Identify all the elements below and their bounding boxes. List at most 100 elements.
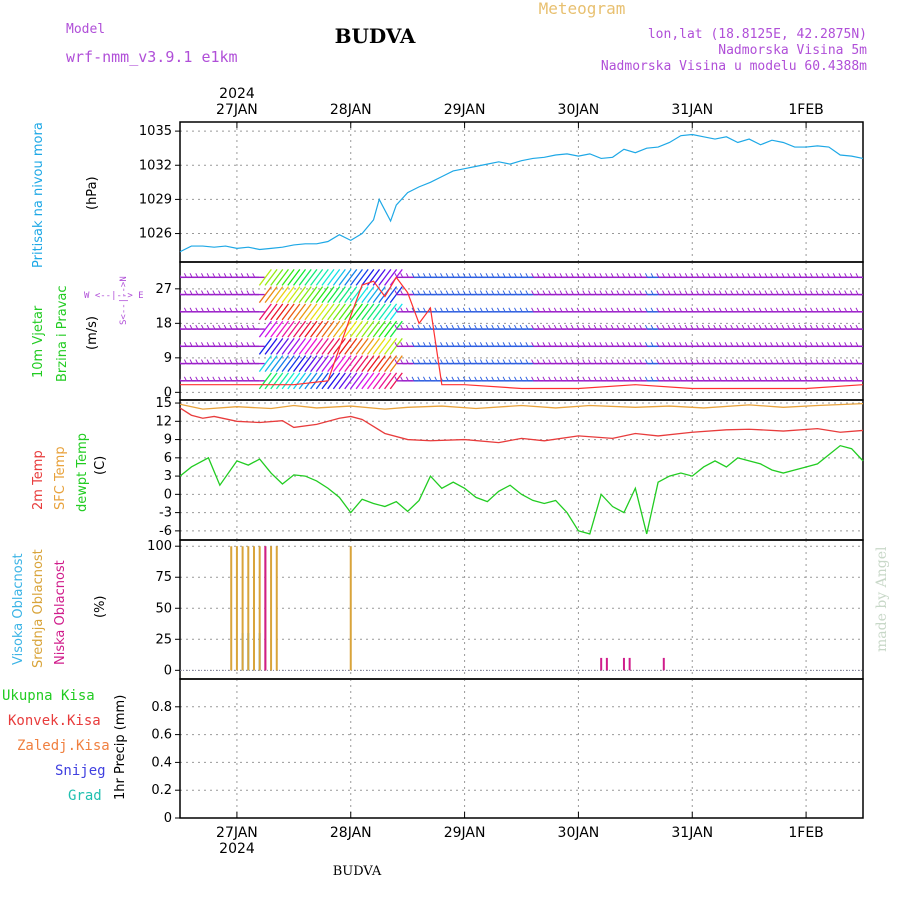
- wind-barb: [212, 342, 216, 347]
- wind-barb: [434, 290, 438, 295]
- wind-barb: [201, 376, 204, 382]
- wind-barb: [235, 307, 239, 313]
- wind-barb: [713, 359, 717, 364]
- wind-barb: [240, 342, 244, 347]
- wind-barb: [610, 307, 614, 313]
- wind-barb: [180, 292, 182, 295]
- wind-barb: [445, 342, 449, 347]
- bottom-title: BUDVA: [333, 864, 382, 879]
- wind-barb: [310, 355, 324, 372]
- wind-barb: [610, 273, 614, 278]
- wind-barb: [422, 359, 426, 364]
- wind-barb: [696, 273, 700, 278]
- wind-barb: [451, 359, 455, 364]
- wind-barb: [321, 286, 335, 303]
- wind-barb: [235, 324, 239, 330]
- wind-barb: [662, 359, 665, 364]
- wind-barb: [389, 372, 403, 390]
- wind-barb: [361, 320, 375, 338]
- wind-barb: [815, 290, 819, 295]
- wind-barb: [246, 342, 250, 347]
- wind-barb: [542, 273, 546, 278]
- wind-barb: [508, 342, 512, 347]
- wind-barb: [440, 307, 443, 313]
- wind-barb: [536, 359, 540, 364]
- wind-barb: [405, 324, 409, 330]
- elevation-label: Nadmorska Visina 5m: [718, 43, 867, 58]
- wind-barb: [514, 342, 517, 347]
- wind-barb: [332, 355, 346, 372]
- wind-barb: [718, 376, 722, 382]
- wind-barb: [696, 307, 700, 313]
- wind-gust-line: [180, 276, 864, 390]
- x-tick-label-top: 30JAN: [558, 102, 600, 118]
- wind-barb: [713, 273, 717, 278]
- wind-barb: [173, 342, 175, 346]
- wind-barb: [298, 372, 312, 390]
- wind-barb: [275, 268, 289, 286]
- wind-barb: [747, 290, 751, 295]
- wind-barb: [656, 290, 660, 295]
- wind-barb: [690, 324, 694, 330]
- wind-barb: [548, 342, 552, 347]
- wind-barb: [838, 290, 842, 295]
- wind-barb: [565, 324, 569, 330]
- wind-barb: [218, 290, 221, 295]
- y-tick-label: 6: [164, 451, 172, 466]
- wind-barb: [570, 324, 574, 330]
- wind-barb: [650, 359, 654, 364]
- wind-barb: [588, 359, 591, 364]
- wind-barb: [798, 324, 802, 330]
- wind-barb: [229, 342, 233, 347]
- wind-barb: [679, 342, 683, 347]
- wind-barb: [536, 376, 540, 382]
- wind-barb: [525, 359, 529, 364]
- wind-barb: [183, 376, 187, 382]
- wind-barb: [240, 376, 244, 382]
- wind-barb: [821, 342, 825, 347]
- wind-barb: [372, 337, 386, 355]
- wind-barb: [389, 355, 403, 372]
- wind-barb: [485, 307, 489, 313]
- wind-barb: [298, 320, 312, 338]
- wind-barb: [514, 324, 517, 330]
- wind-barb: [229, 273, 233, 278]
- wind-barb: [633, 342, 637, 347]
- wind-barb: [525, 342, 529, 347]
- wind-barb: [183, 290, 187, 295]
- wind-barb: [644, 307, 648, 313]
- wind-barb: [304, 320, 318, 338]
- wind-barb: [787, 273, 791, 278]
- wind-barb: [508, 290, 512, 295]
- wind-barb: [827, 342, 830, 347]
- wind-barb: [707, 290, 711, 295]
- wind-barb: [599, 273, 603, 278]
- wind-barb: [474, 342, 478, 347]
- wind-barb: [361, 268, 375, 286]
- temp2m-ylabel: 2m Temp: [31, 450, 46, 510]
- wind-barb: [451, 324, 455, 330]
- wind-barb: [281, 337, 295, 355]
- wind-barb: [758, 342, 762, 347]
- wind-barb: [553, 324, 557, 330]
- wind-barb: [599, 342, 603, 347]
- wind-barb: [321, 320, 335, 338]
- wind-barb: [468, 342, 472, 347]
- wind-barb: [531, 290, 535, 295]
- wind-barb: [519, 307, 523, 313]
- wind-barb: [536, 342, 540, 347]
- wind-barb: [690, 376, 694, 382]
- wind-barb: [212, 324, 216, 330]
- wind-barb: [361, 337, 375, 355]
- wind-barb: [821, 307, 825, 313]
- wind-barb: [599, 376, 603, 382]
- wind-barb: [610, 359, 614, 364]
- wind-barb: [293, 303, 307, 321]
- wind-barb: [599, 324, 603, 330]
- wind-barb: [173, 360, 175, 364]
- wind-barb: [344, 286, 358, 303]
- wind-barb: [384, 355, 398, 372]
- wind-barb: [434, 359, 438, 364]
- wind-barb: [281, 355, 295, 372]
- y-tick-label: 50: [155, 601, 172, 616]
